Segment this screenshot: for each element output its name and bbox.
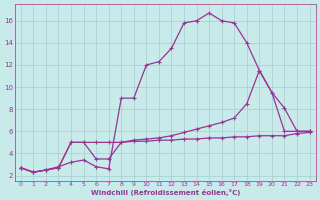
X-axis label: Windchill (Refroidissement éolien,°C): Windchill (Refroidissement éolien,°C) [91,189,240,196]
